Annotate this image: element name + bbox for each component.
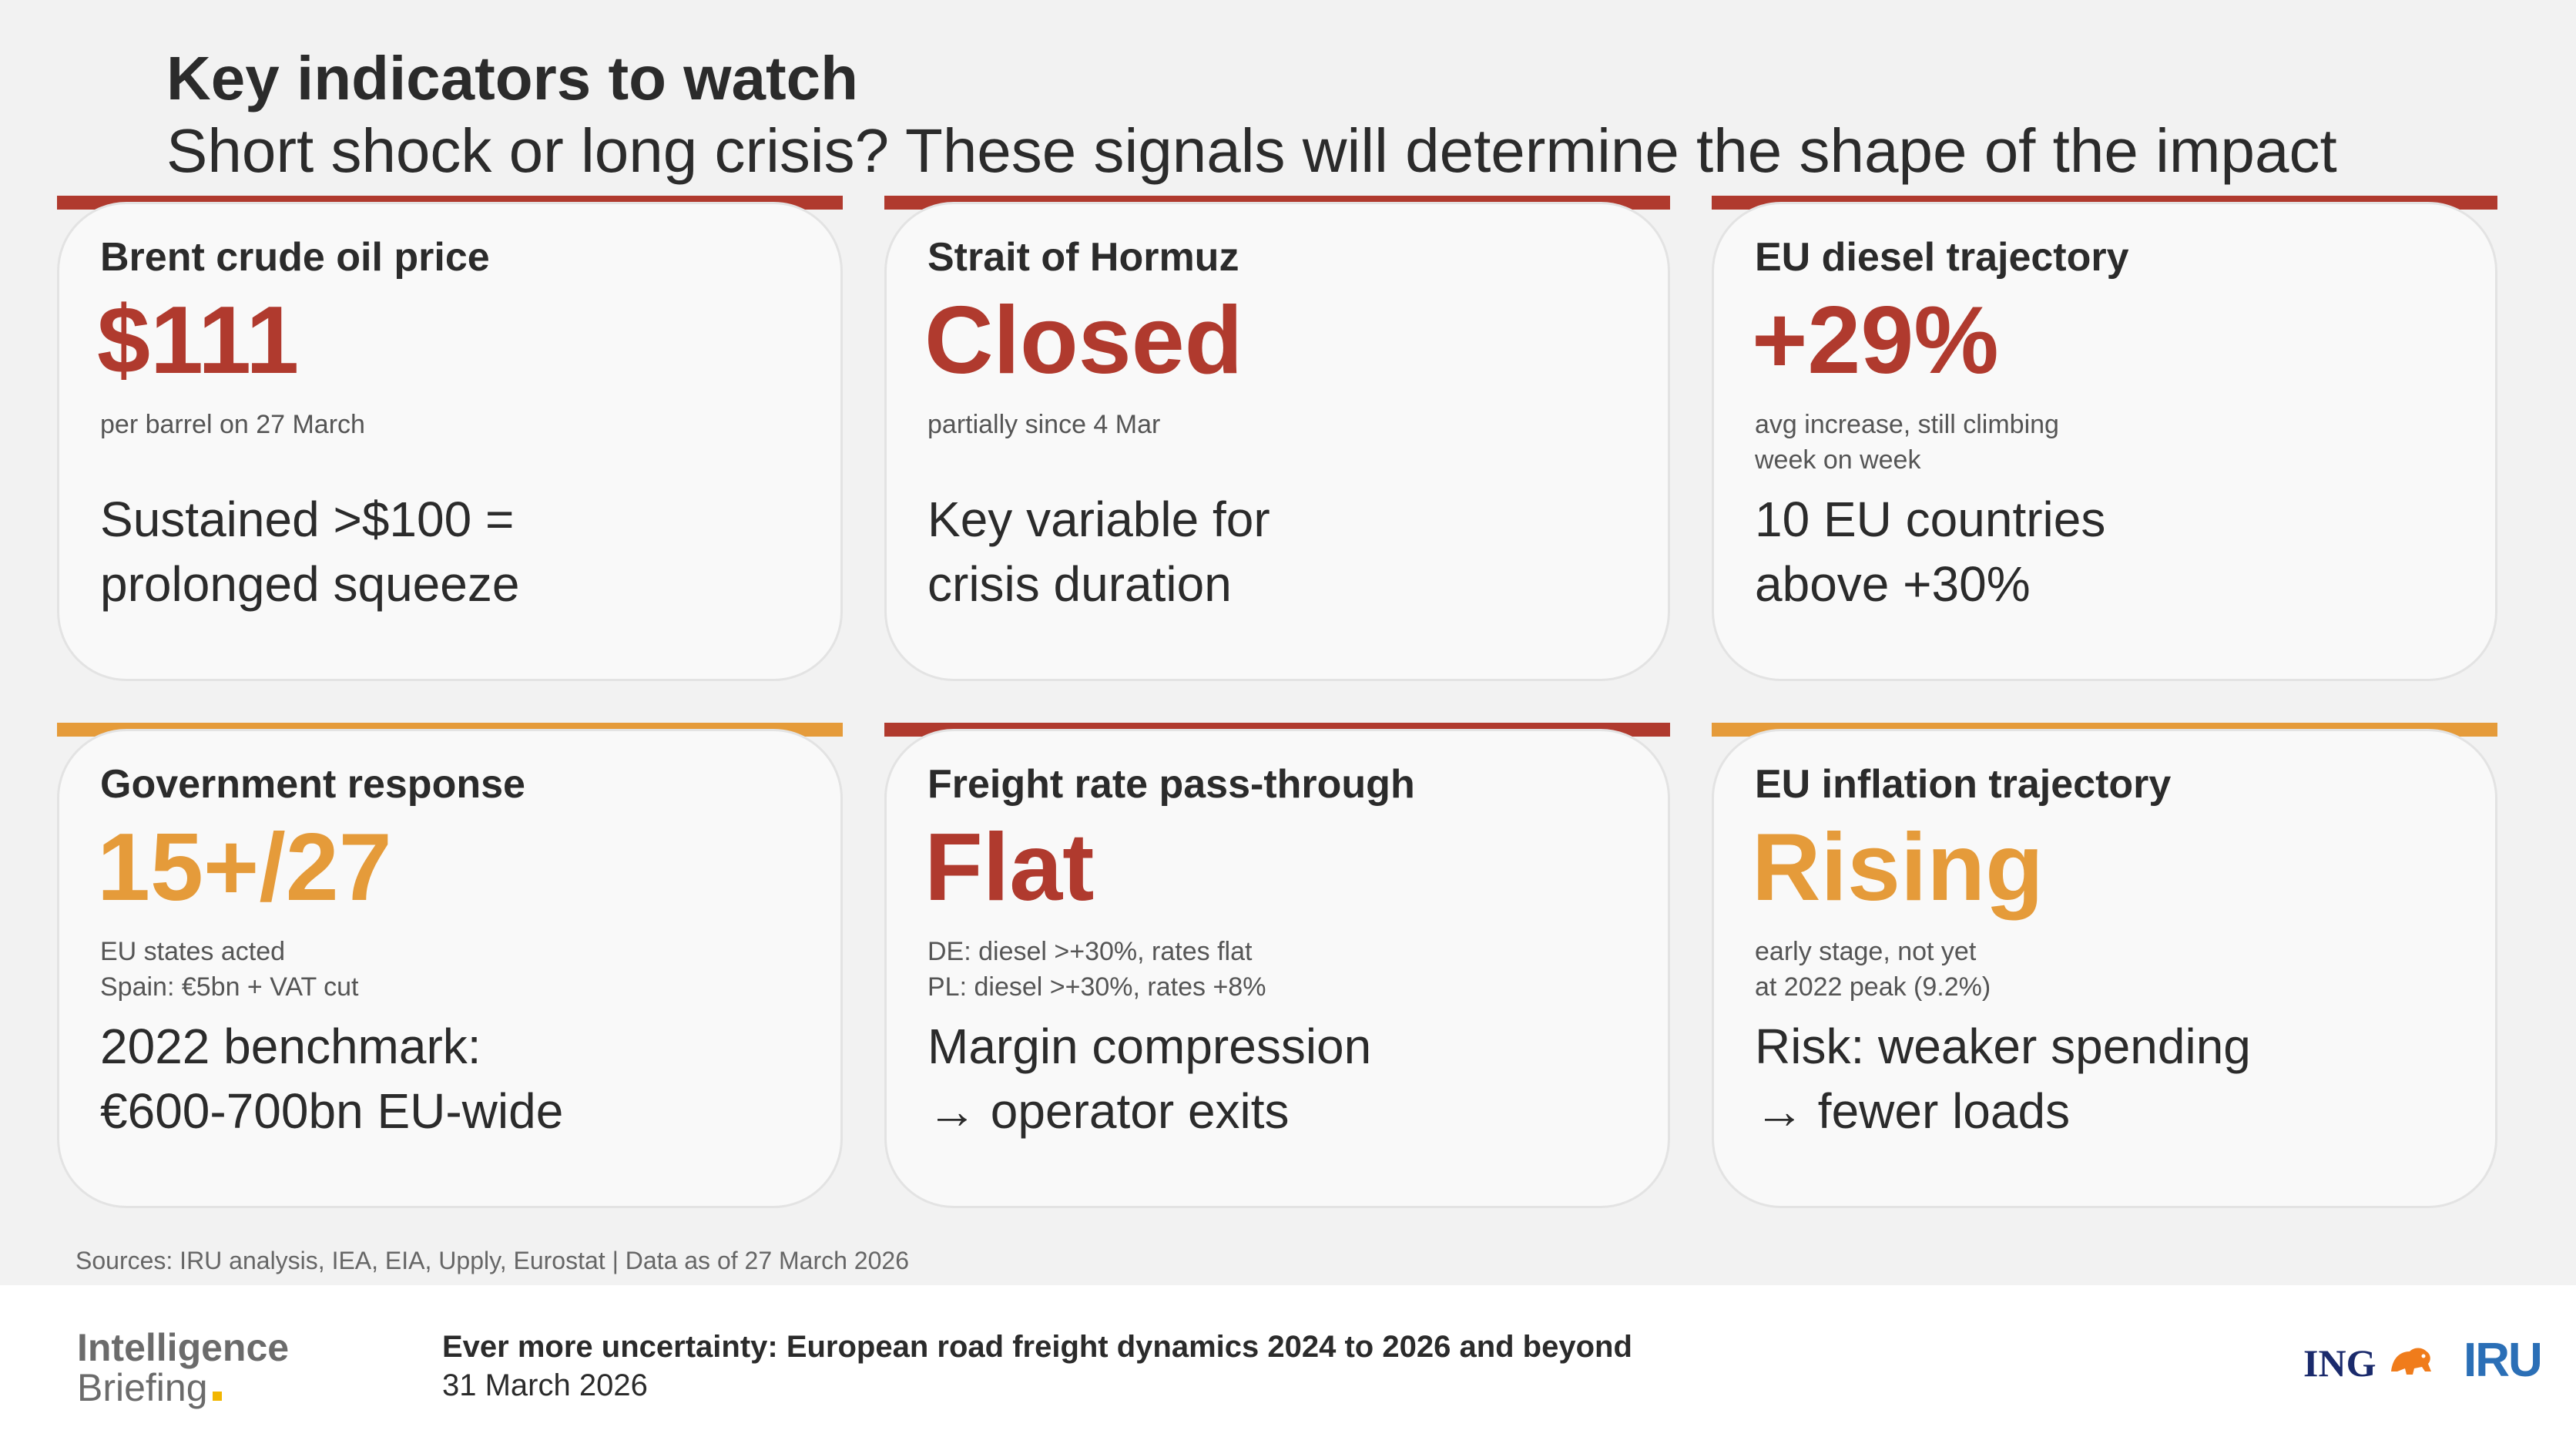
lion-icon xyxy=(2391,1348,2431,1375)
card-value: Closed xyxy=(924,287,1243,394)
brand-dot xyxy=(212,1392,222,1401)
card-value: Flat xyxy=(924,814,1095,921)
sources-note: Sources: IRU analysis, IEA, EIA, Upply, … xyxy=(75,1247,909,1274)
card-body-line: 2022 benchmark: xyxy=(100,1019,481,1074)
card-body: Margin compression → operator exits xyxy=(927,1014,1371,1143)
card-label: EU diesel trajectory xyxy=(1755,235,2129,280)
page-subtitle: Short shock or long crisis? These signal… xyxy=(166,116,2337,185)
card-body-line: crisis duration xyxy=(927,556,1232,612)
card-note-line: early stage, not yet xyxy=(1755,937,1977,966)
card-note-line: Spain: €5bn + VAT cut xyxy=(100,972,359,1002)
card-note: EU states acted Spain: €5bn + VAT cut xyxy=(100,934,359,1005)
card-body: Risk: weaker spending → fewer loads xyxy=(1755,1014,2251,1143)
card-body-line: → fewer loads xyxy=(1755,1083,2071,1139)
card-panel xyxy=(1712,202,2497,681)
card-body: 2022 benchmark: €600-700bn EU-wide xyxy=(100,1014,563,1143)
page-title: Key indicators to watch xyxy=(166,44,858,112)
card-note: avg increase, still climbing week on wee… xyxy=(1755,407,2059,478)
card-body-line: €600-700bn EU-wide xyxy=(100,1083,564,1139)
card-note-line: DE: diesel >+30%, rates flat xyxy=(927,937,1253,966)
card-body-line: above +30% xyxy=(1755,556,2031,612)
card-value: 15+/27 xyxy=(97,814,392,921)
card-note: partially since 4 Mar xyxy=(927,407,1160,442)
card-value: Rising xyxy=(1752,814,2044,921)
brand-line-briefing: Briefing xyxy=(77,1365,222,1410)
indicator-card-government: Government response 15+/27 EU states act… xyxy=(57,723,843,1208)
card-note: early stage, not yet at 2022 peak (9.2%) xyxy=(1755,934,1991,1005)
card-label: Strait of Hormuz xyxy=(927,235,1239,280)
card-label: Government response xyxy=(100,762,525,807)
card-note-line: partially since 4 Mar xyxy=(927,410,1161,439)
card-note: DE: diesel >+30%, rates flat PL: diesel … xyxy=(927,934,1266,1005)
card-body-line: Risk: weaker spending xyxy=(1755,1019,2251,1074)
card-panel xyxy=(57,202,843,681)
indicator-card-freight: Freight rate pass-through Flat DE: diese… xyxy=(884,723,1670,1208)
indicator-card-inflation: EU inflation trajectory Rising early sta… xyxy=(1712,723,2497,1208)
card-note-line: per barrel on 27 March xyxy=(100,410,365,439)
card-note-line: EU states acted xyxy=(100,937,286,966)
card-panel xyxy=(1712,729,2497,1208)
card-body-line: Margin compression xyxy=(927,1019,1372,1074)
card-panel xyxy=(57,729,843,1208)
footer: Intelligence Briefing Ever more uncertai… xyxy=(0,1285,2576,1447)
card-note: per barrel on 27 March xyxy=(100,407,365,442)
report-date: 31 March 2026 xyxy=(442,1368,648,1402)
card-note-line: week on week xyxy=(1755,445,1921,475)
brand-line-briefing-text: Briefing xyxy=(77,1366,208,1409)
indicator-card-brent: Brent crude oil price $111 per barrel on… xyxy=(57,196,843,681)
card-body-line: Sustained >$100 = xyxy=(100,492,515,547)
card-note-line: at 2022 peak (9.2%) xyxy=(1755,972,1991,1002)
card-label: EU inflation trajectory xyxy=(1755,762,2172,807)
indicator-card-hormuz: Strait of Hormuz Closed partially since … xyxy=(884,196,1670,681)
card-body: Key variable for crisis duration xyxy=(927,487,1270,616)
card-body-line: Key variable for xyxy=(927,492,1270,547)
card-value: $111 xyxy=(97,287,300,394)
card-panel xyxy=(884,729,1670,1208)
card-body-line: 10 EU countries xyxy=(1755,492,2106,547)
card-note-line: avg increase, still climbing xyxy=(1755,410,2059,439)
card-label: Brent crude oil price xyxy=(100,235,490,280)
ing-logo: ING xyxy=(2303,1341,2376,1385)
indicator-card-diesel: EU diesel trajectory +29% avg increase, … xyxy=(1712,196,2497,681)
card-note-line: PL: diesel >+30%, rates +8% xyxy=(927,972,1266,1002)
card-body: 10 EU countries above +30% xyxy=(1755,487,2105,616)
card-label: Freight rate pass-through xyxy=(927,762,1415,807)
brand-line-intelligence: Intelligence xyxy=(77,1326,290,1369)
card-body-line: → operator exits xyxy=(927,1083,1290,1139)
iru-logo: IRU xyxy=(2464,1334,2543,1387)
card-value: +29% xyxy=(1752,287,1999,394)
card-body: Sustained >$100 = prolonged squeeze xyxy=(100,487,519,616)
report-title: Ever more uncertainty: European road fre… xyxy=(442,1330,1632,1364)
card-body-line: prolonged squeeze xyxy=(100,556,520,612)
card-panel xyxy=(884,202,1670,681)
